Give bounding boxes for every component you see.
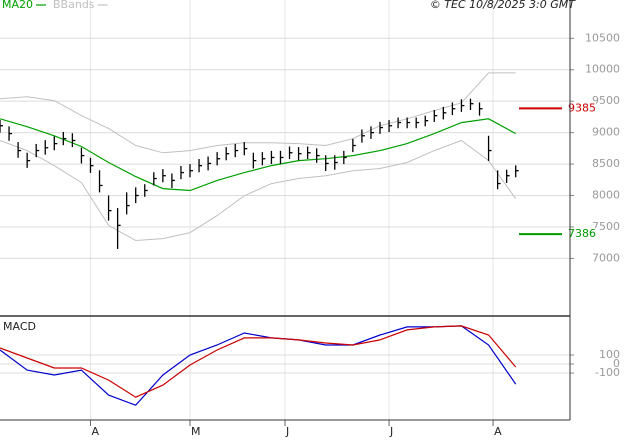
annotation-label: 7386 — [568, 227, 596, 240]
y-tick-label: -100 — [595, 366, 620, 379]
x-tick-label: J — [389, 425, 393, 438]
panel-title: MACD — [3, 320, 36, 333]
y-tick-label: 8500 — [592, 157, 620, 170]
band-line — [0, 139, 517, 242]
y-tick-label: 100 — [599, 348, 620, 361]
y-tick-label: 7000 — [592, 251, 620, 264]
y-tick-label: 10000 — [585, 63, 620, 76]
y-tick-label: 7500 — [592, 220, 620, 233]
annotation-bg — [566, 102, 596, 115]
y-tick-label: 8000 — [592, 189, 620, 202]
annotation-label: 9385 — [568, 101, 596, 114]
annotation-bg — [566, 228, 596, 241]
y-tick-label: 9000 — [592, 126, 620, 139]
x-tick-label: A — [494, 425, 502, 438]
ma-line — [0, 118, 516, 192]
x-tick-label: J — [285, 425, 289, 438]
x-tick-label: A — [91, 425, 99, 438]
y-tick-label: 9500 — [592, 94, 620, 107]
band-line — [0, 72, 516, 154]
y-tick-label: 10500 — [585, 31, 620, 44]
macd-line — [0, 325, 517, 398]
legend-label: BBands — [53, 0, 95, 11]
y-tick-label: 0 — [613, 357, 620, 370]
x-tick-label: M — [191, 425, 201, 438]
source: © TEC 10/8/2025 3:0 GMT — [430, 0, 576, 11]
legend-label: MA20 — [2, 0, 33, 11]
